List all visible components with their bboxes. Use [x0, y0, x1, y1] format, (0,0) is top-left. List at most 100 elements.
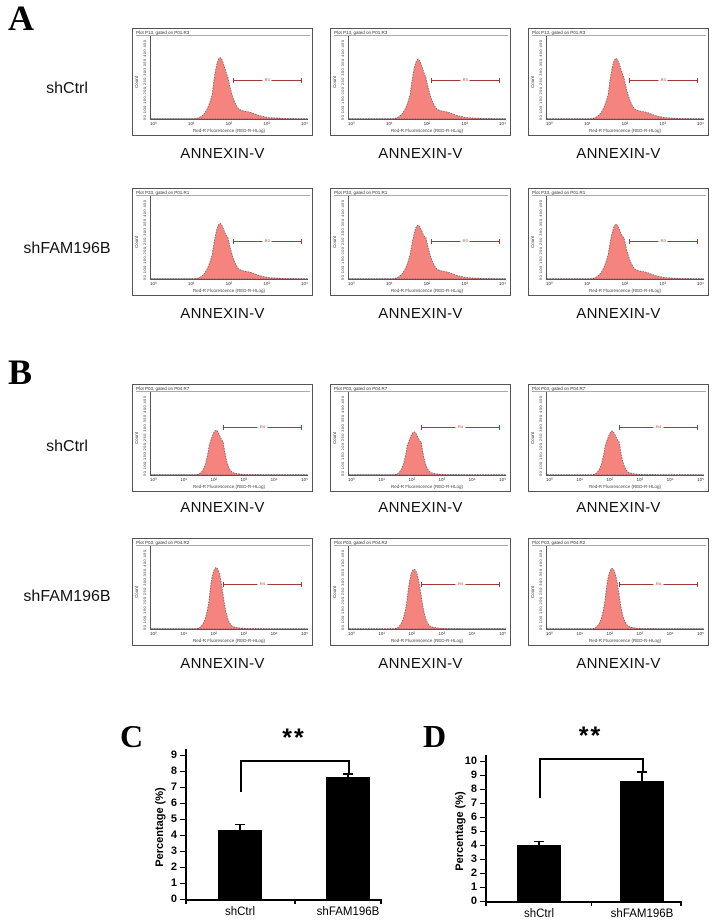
- x-tick-label: 10⁵: [697, 631, 704, 636]
- bar-shFAM196B: [326, 777, 370, 899]
- flow-histogram: Plot P13, gated on P01.R3 Count 50 100 150…: [132, 28, 313, 136]
- category-label: shFAM196B: [610, 908, 674, 920]
- gate-right-cap: [300, 582, 302, 588]
- panel-letter-D: D: [423, 718, 447, 754]
- plot-header-text: Plot P13, gated on P01.R3: [334, 30, 508, 37]
- x-tick-label: 10⁰: [546, 631, 553, 636]
- y-axis-ticks: 50 100 150 200 250 300 350 400 450: [538, 395, 543, 476]
- y-tick-label: 6: [170, 797, 177, 809]
- x-tick-label: 10⁴: [301, 121, 308, 126]
- annexin-v-label: ANNEXIN-V: [180, 499, 265, 516]
- x-tick-label: 10¹: [576, 631, 583, 636]
- gate-marker: R3: [628, 77, 698, 83]
- y-axis: [185, 749, 187, 901]
- y-tick: [480, 830, 485, 832]
- x-tick-label: 10³: [659, 121, 666, 126]
- y-axis: [485, 755, 487, 903]
- x-axis: [185, 899, 380, 901]
- flow-histogram: Plot P33, gated on P01.R1 Count 50 100 150…: [132, 188, 313, 296]
- x-tick-label: 10¹: [385, 281, 393, 286]
- annexin-v-label: ANNEXIN-V: [576, 499, 661, 516]
- gate-left-cap: [232, 77, 234, 83]
- x-tick-label: 10¹: [583, 121, 591, 126]
- y-tick-label: 2: [470, 867, 477, 879]
- error-bar-line: [239, 824, 241, 831]
- plot-area: R3: [150, 36, 308, 120]
- category-label: shCtrl: [523, 908, 555, 920]
- sig-bracket-left-leg: [539, 758, 541, 798]
- y-tick: [180, 834, 185, 836]
- annexin-v-label: ANNEXIN-V: [378, 305, 463, 322]
- gate-label: R4: [455, 581, 466, 587]
- x-axis-ticks: 10⁰ 10¹ 10² 10³ 10⁴ 10⁵: [150, 477, 308, 483]
- x-tick-label: 10²: [210, 631, 217, 636]
- significance-stars: **: [282, 724, 306, 752]
- bar-shCtrl: [218, 830, 262, 899]
- x-axis-title: Red-R Fluorescence (RED-R-HLog): [390, 637, 464, 643]
- histogram-curve: [349, 392, 506, 475]
- x-tick-label: 10⁴: [697, 121, 704, 126]
- histogram-peak-path: [547, 224, 704, 279]
- x-axis-title: Red-R Fluorescence (RED-R-HLog): [588, 483, 662, 489]
- x-tick-label: 10¹: [187, 121, 195, 126]
- x-tick-label: 10⁰: [348, 121, 355, 126]
- y-tick-label: 4: [470, 839, 477, 851]
- x-tick-label: 10⁰: [546, 281, 553, 286]
- x-axis-title: Red-R Fluorescence (RED-R-HLog): [390, 287, 464, 293]
- x-tick: [590, 901, 592, 906]
- y-tick-label: 3: [470, 853, 477, 865]
- gate-marker: R3: [232, 238, 302, 244]
- gate-marker: R4: [619, 424, 698, 430]
- histogram-peak-path: [151, 58, 308, 119]
- y-tick: [480, 872, 485, 874]
- gate-marker: R3: [628, 238, 698, 244]
- y-tick: [480, 816, 485, 818]
- gate-left-cap: [619, 424, 621, 430]
- histogram-peak-path: [349, 59, 506, 119]
- x-tick-label: 10⁴: [499, 281, 506, 286]
- y-axis-ticks: 50 100 150 200 250 300 350 400 450: [340, 395, 345, 476]
- x-tick-label: 10⁴: [666, 631, 674, 636]
- x-axis-title: Red-R Fluorescence (RED-R-HLog): [588, 637, 662, 643]
- x-tick-label: 10¹: [378, 631, 385, 636]
- plot-header-text: Plot P03, gated on P04.R2: [334, 540, 508, 547]
- x-tick-label: 10²: [606, 631, 613, 636]
- gate-left-cap: [421, 582, 423, 588]
- x-tick-label: 10³: [240, 631, 248, 636]
- x-tick: [294, 899, 296, 904]
- x-tick-label: 10⁰: [150, 121, 157, 126]
- x-tick-label: 10⁴: [270, 477, 278, 482]
- y-axis-title: Count: [134, 585, 139, 599]
- y-axis-title: Count: [530, 431, 535, 445]
- y-axis-ticks: 50 100 150 200 250 300 350 400 450: [142, 199, 147, 280]
- x-tick-label: 10³: [263, 121, 270, 126]
- gate-right-cap: [300, 424, 302, 430]
- y-axis-ticks: 50 100 150 200 250 300 350 400 450: [538, 39, 543, 120]
- annexin-v-label: ANNEXIN-V: [180, 655, 265, 672]
- flow-histogram: Plot P33, gated on P01.R1 Count 50 100 150…: [528, 188, 709, 296]
- error-bar-cap: [235, 823, 245, 826]
- panel-letter-B: B: [8, 352, 33, 392]
- x-tick-label: 10¹: [187, 281, 195, 286]
- gate-marker: R3: [430, 76, 500, 83]
- x-tick-label: 10¹: [378, 477, 385, 482]
- flow-histogram: Plot P03, gated on P04.R7 Count 50 100 150…: [528, 384, 709, 492]
- gate-label: R3: [460, 76, 470, 82]
- x-axis-ticks: 10⁰ 10¹ 10² 10³ 10⁴: [150, 121, 308, 127]
- annexin-v-label: ANNEXIN-V: [576, 145, 661, 162]
- error-bar-line: [641, 772, 643, 781]
- y-tick: [480, 858, 485, 860]
- x-tick-label: 10³: [263, 281, 270, 286]
- annexin-v-label: ANNEXIN-V: [576, 655, 661, 672]
- error-bar-line: [538, 841, 540, 845]
- x-tick-label: 10¹: [576, 477, 583, 482]
- histogram-curve: [151, 36, 308, 119]
- row-label: shCtrl: [46, 80, 88, 97]
- histogram-peak-path: [547, 431, 704, 475]
- x-tick-label: 10²: [423, 121, 431, 126]
- annexin-v-label: ANNEXIN-V: [378, 145, 463, 162]
- x-tick-label: 10⁵: [499, 477, 506, 482]
- y-tick: [180, 818, 185, 820]
- gate-left-cap: [232, 238, 234, 244]
- histogram-peak-path: [151, 568, 308, 629]
